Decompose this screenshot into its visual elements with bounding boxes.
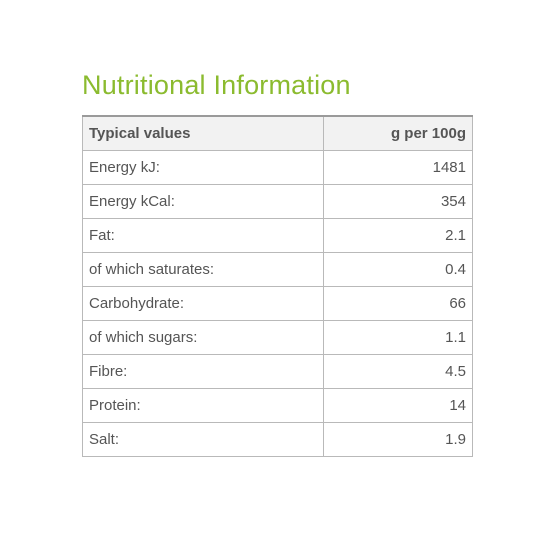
nutrient-value: 0.4	[323, 251, 473, 287]
header-row: Typical values g per 100g	[82, 115, 473, 151]
nutrient-value: 2.1	[323, 217, 473, 253]
nutrient-label: of which saturates:	[82, 251, 324, 287]
column-header-per-100g: g per 100g	[323, 115, 473, 151]
table-row: Energy kCal: 354	[82, 183, 473, 219]
table-row: Salt: 1.9	[82, 421, 473, 457]
nutrient-label: Fibre:	[82, 353, 324, 389]
nutrient-value: 1.1	[323, 319, 473, 355]
table-row: Energy kJ: 1481	[82, 149, 473, 185]
nutrient-label: Fat:	[82, 217, 324, 253]
table-row: of which saturates: 0.4	[82, 251, 473, 287]
table-row: Fibre: 4.5	[82, 353, 473, 389]
table-row: Carbohydrate: 66	[82, 285, 473, 321]
nutrient-label: Protein:	[82, 387, 324, 423]
nutrient-label: Energy kJ:	[82, 149, 324, 185]
nutrient-label: of which sugars:	[82, 319, 324, 355]
table-body: Energy kJ: 1481 Energy kCal: 354 Fat: 2.…	[82, 149, 473, 457]
page-title: Nutritional Information	[82, 70, 351, 100]
table-row: Protein: 14	[82, 387, 473, 423]
nutrient-value: 4.5	[323, 353, 473, 389]
nutrient-label: Salt:	[82, 421, 324, 457]
nutrient-label: Energy kCal:	[82, 183, 324, 219]
table-row: Fat: 2.1	[82, 217, 473, 253]
table-header: Typical values g per 100g	[82, 115, 473, 151]
nutrient-value: 1481	[323, 149, 473, 185]
nutrient-value: 1.9	[323, 421, 473, 457]
nutrient-value: 354	[323, 183, 473, 219]
nutrient-value: 66	[323, 285, 473, 321]
nutrient-value: 14	[323, 387, 473, 423]
table-row: of which sugars: 1.1	[82, 319, 473, 355]
column-header-typical-values: Typical values	[82, 115, 324, 151]
nutrition-table: Typical values g per 100g Energy kJ: 148…	[82, 115, 473, 457]
nutrient-label: Carbohydrate:	[82, 285, 324, 321]
